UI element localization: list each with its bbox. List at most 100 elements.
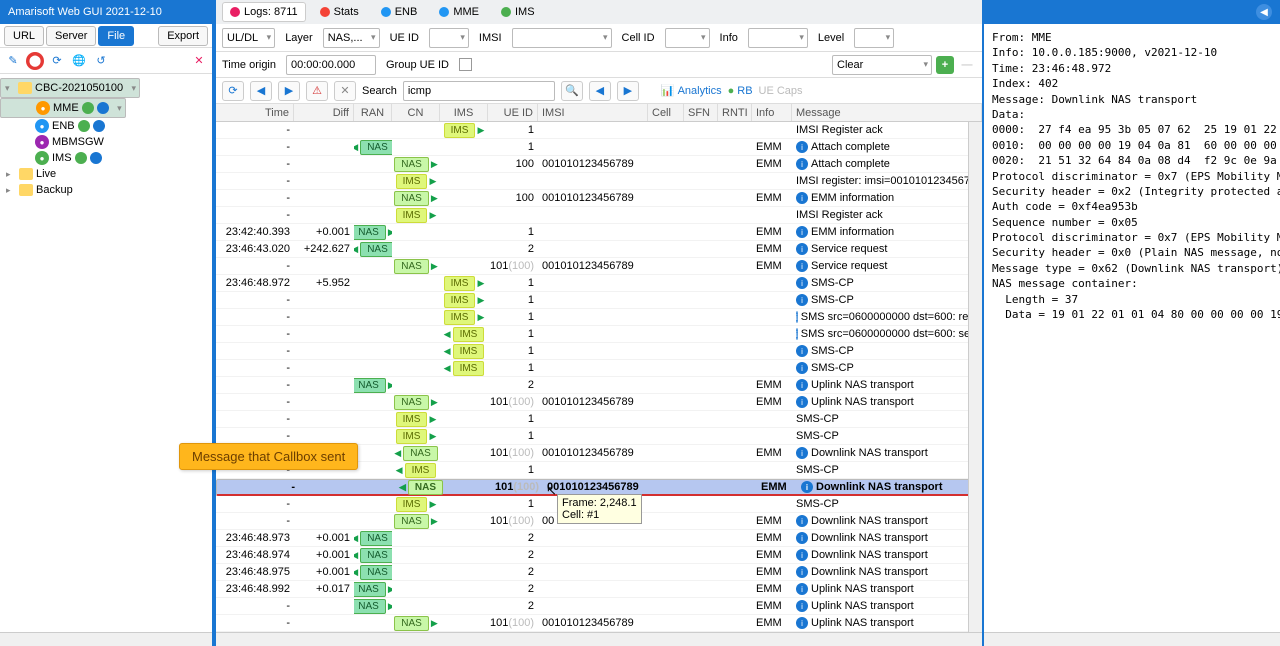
search-prev-icon[interactable]: ◀ [589,81,611,101]
log-row[interactable]: 23:42:40.393+0.001NAS▶1EMMiEMM informati… [216,224,982,241]
log-row[interactable]: -NAS▶100001010123456789EMMiEMM informati… [216,190,982,207]
col-rnti[interactable]: RNTI [718,104,752,121]
log-row[interactable]: 23:46:43.020+242.627◀NAS2EMMiService req… [216,241,982,258]
tree-item-enb[interactable]: ●ENB [0,118,212,134]
log-row[interactable]: -NAS▶101 (100)001010123456789EMMiUplink … [216,394,982,411]
warning-icon[interactable]: ⚠ [306,81,328,101]
log-row[interactable]: -NAS▶100001010123456789EMMiAttach comple… [216,156,982,173]
log-row[interactable]: -◀IMS1iSMS src=0600000000 dst=600: sendi… [216,326,982,343]
mid-h-scrollbar[interactable] [216,632,982,646]
log-row[interactable]: 23:46:48.992+0.017NAS▶2EMMiUplink NAS tr… [216,581,982,598]
analytics-button[interactable]: 📊Analytics [661,84,722,97]
col-message[interactable]: Message [792,104,982,121]
col-cn[interactable]: CN [392,104,440,121]
wand-icon[interactable]: ✎ [4,52,22,70]
log-row[interactable]: -NAS▶2EMMiUplink NAS transport [216,598,982,615]
col-ran[interactable]: RAN [354,104,392,121]
refresh-icon[interactable]: ⟳ [48,52,66,70]
info-icon: i [796,617,808,629]
file-button[interactable]: File [98,26,134,46]
col-sfn[interactable]: SFN [684,104,718,121]
clock-icon[interactable]: ↺ [92,52,110,70]
left-h-scrollbar[interactable] [0,632,212,646]
log-row[interactable]: -IMS▶IMSI Register ack [216,207,982,224]
log-row[interactable]: -IMS▶1SMS-CP [216,411,982,428]
cellid-select[interactable] [665,28,710,48]
rb-button[interactable]: ●RB [728,85,753,97]
delete-icon[interactable]: ✕ [334,81,356,101]
search-input[interactable] [403,81,555,101]
layer-select[interactable]: NAS,... [323,28,380,48]
tree-item-cbc-2021050100[interactable]: ▾CBC-2021050100 [0,78,140,98]
tab-label: Logs: 8711 [244,6,298,18]
imsi-select[interactable] [512,28,612,48]
tab-ims[interactable]: IMS [493,2,543,22]
level-select[interactable] [854,28,894,48]
folder-icon [19,184,33,196]
tab-dot-icon [439,7,449,17]
search-next-icon[interactable]: ▶ [617,81,639,101]
tree-item-mbmsgw[interactable]: ●MBMSGW [0,134,212,150]
add-filter-button[interactable]: + [936,56,954,74]
col-ims[interactable]: IMS [440,104,488,121]
globe-icon[interactable]: 🌐 [70,52,88,70]
info-icon: i [796,447,808,459]
refresh-logs-icon[interactable]: ⟳ [222,81,244,101]
grid-v-scrollbar[interactable] [968,122,982,632]
message-text: Uplink NAS transport [811,583,914,595]
log-row[interactable]: 23:46:48.972+5.952IMS▶1iSMS-CP [216,275,982,292]
nav-first-icon[interactable]: ◀ [250,81,272,101]
tree-item-mme[interactable]: ●MME [0,98,126,118]
col-ue-id[interactable]: UE ID [488,104,538,121]
message-text: EMM information [811,226,894,238]
log-row[interactable]: -NAS▶101 (100)001010123456789EMMiUplink … [216,615,982,632]
col-info[interactable]: Info [752,104,792,121]
nav-next-icon[interactable]: ▶ [278,81,300,101]
tab-enb[interactable]: ENB [373,2,426,22]
close-icon[interactable]: ✕ [190,52,208,70]
server-button[interactable]: Server [46,26,96,46]
right-h-scrollbar[interactable] [984,632,1280,646]
tree-item-live[interactable]: ▸Live [0,166,212,182]
ue-caps-button[interactable]: UE Caps [759,85,803,97]
log-row[interactable]: -IMS▶1iSMS src=0600000000 dst=600: recei… [216,309,982,326]
info-icon: i [796,345,808,357]
info-icon: i [796,532,808,544]
binoculars-icon[interactable]: 🔍 [561,81,583,101]
log-row[interactable]: -IMS▶IMSI register: imsi=001010123456789… [216,173,982,190]
log-row[interactable]: -NAS▶2EMMiUplink NAS transport [216,377,982,394]
tree-item-backup[interactable]: ▸Backup [0,182,212,198]
col-diff[interactable]: Diff [294,104,354,121]
tree-item-ims[interactable]: ●IMS [0,150,212,166]
detail-line: 0020: 21 51 32 64 84 0a 08 d4 f2 9c 0e 9… [992,153,1272,168]
remove-filter-button[interactable]: — [958,56,976,74]
tab-logs[interactable]: Logs: 8711 [222,2,306,22]
message-text: Downlink NAS transport [811,447,928,459]
log-row[interactable]: -◀NAS1EMMiAttach complete [216,139,982,156]
search-row: ⟳ ◀ ▶ ⚠ ✕ Search 🔍 ◀ ▶ 📊Analytics ●RB UE… [216,78,982,104]
log-row[interactable]: -IMS▶1IMSI Register ack [216,122,982,139]
col-imsi[interactable]: IMSI [538,104,648,121]
group-ue-checkbox[interactable] [459,58,472,71]
clear-select[interactable]: Clear [832,55,932,75]
log-row[interactable]: 23:46:48.975+0.001◀NAS2EMMiDownlink NAS … [216,564,982,581]
log-row[interactable]: -NAS▶101 (100)001010123456789EMMiService… [216,258,982,275]
tab-stats[interactable]: Stats [312,2,367,22]
tab-mme[interactable]: MME [431,2,487,22]
log-row[interactable]: -IMS▶1iSMS-CP [216,292,982,309]
record-icon[interactable]: ⬤ [26,52,44,70]
detail-line: Auth code = 0xf4ea953b [992,199,1272,214]
uldl-select[interactable]: UL/DL [222,28,275,48]
time-origin-input[interactable]: 00:00:00.000 [286,55,376,75]
log-row[interactable]: -◀IMS1iSMS-CP [216,343,982,360]
info-select[interactable] [748,28,808,48]
col-time[interactable]: Time [216,104,294,121]
log-row[interactable]: -◀IMS1iSMS-CP [216,360,982,377]
collapse-panel-icon[interactable]: ◀ [1256,4,1272,20]
ueid-select[interactable] [429,28,469,48]
log-row[interactable]: 23:46:48.974+0.001◀NAS2EMMiDownlink NAS … [216,547,982,564]
url-button[interactable]: URL [4,26,44,46]
export-button[interactable]: Export [158,26,208,46]
log-row[interactable]: 23:46:48.973+0.001◀NAS2EMMiDownlink NAS … [216,530,982,547]
col-cell[interactable]: Cell [648,104,684,121]
